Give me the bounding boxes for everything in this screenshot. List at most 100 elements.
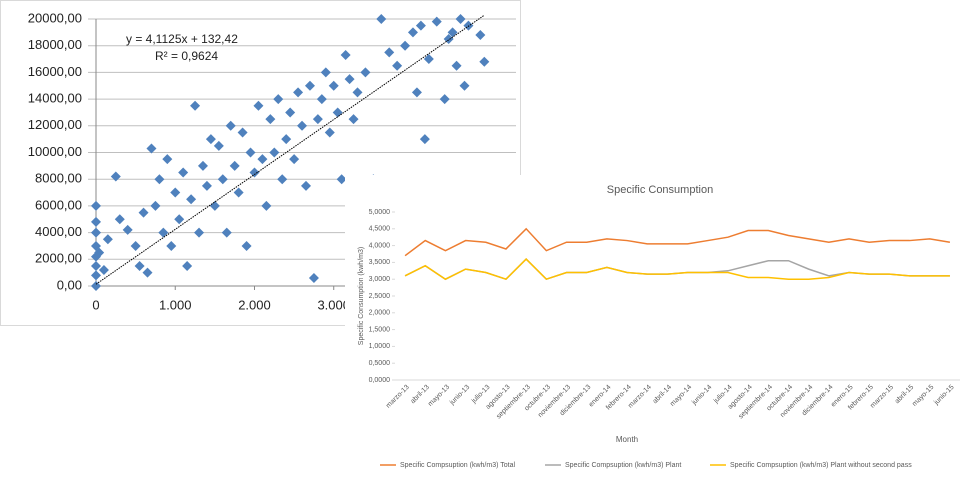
point — [308, 272, 319, 283]
point — [174, 214, 185, 225]
point — [154, 174, 165, 185]
point — [265, 114, 276, 125]
point — [423, 54, 434, 65]
point — [439, 94, 450, 105]
point — [415, 20, 426, 31]
y-tick-label: 0,00 — [57, 277, 82, 292]
point — [431, 16, 442, 27]
y-tick-label: 8000,00 — [35, 171, 82, 186]
point — [130, 240, 141, 251]
point — [91, 260, 101, 271]
point — [293, 87, 304, 98]
point — [352, 87, 363, 98]
point — [237, 127, 248, 138]
y-tick-label: 20000,00 — [28, 10, 82, 25]
x-tick-label: 1.000 — [159, 297, 192, 312]
point — [197, 160, 208, 171]
point — [411, 87, 422, 98]
point — [304, 80, 315, 91]
y-tick-label: 3,5000 — [369, 259, 391, 266]
point — [285, 107, 296, 118]
point — [269, 147, 280, 158]
y-tick-label: 2,5000 — [369, 293, 391, 300]
trend-equation: y = 4,1125x + 132,42 — [126, 32, 238, 46]
point — [407, 27, 418, 38]
point — [400, 40, 411, 51]
y-tick-label: 0,0000 — [369, 377, 391, 384]
point — [332, 107, 343, 118]
point — [320, 67, 331, 78]
point — [178, 167, 189, 178]
point — [186, 194, 197, 205]
point — [166, 240, 177, 251]
y-tick-label: 1,0000 — [369, 343, 391, 350]
chart-title: Specific Consumption — [607, 184, 713, 196]
point — [336, 174, 347, 185]
y-tick-label: 6000,00 — [35, 197, 82, 212]
point — [316, 94, 327, 105]
point — [253, 100, 264, 111]
y-tick-label: 0,5000 — [369, 360, 391, 367]
y-tick-label: 14000,00 — [28, 91, 82, 106]
point — [91, 227, 101, 238]
point — [205, 134, 216, 145]
point — [94, 247, 105, 258]
point — [209, 200, 220, 211]
y-tick-label: 4,0000 — [369, 242, 391, 249]
line-chart: Specific Consumption Month Specific Cons… — [345, 175, 972, 480]
point — [344, 74, 355, 85]
point — [114, 214, 125, 225]
y-tick-label: 18000,00 — [28, 37, 82, 52]
point — [225, 120, 236, 131]
point — [328, 80, 339, 91]
point — [91, 200, 101, 211]
point — [221, 227, 232, 238]
y-tick-label: 2000,00 — [35, 251, 82, 266]
point — [451, 60, 462, 71]
y-tick-label: 5,0000 — [369, 209, 391, 216]
point — [340, 50, 351, 61]
point — [281, 134, 292, 145]
point — [459, 80, 470, 91]
legend-label: Specific Compsuption (kwh/m3) Total — [400, 462, 515, 469]
point — [217, 174, 228, 185]
legend-label: Specific Compsuption (kwh/m3) Plant with… — [730, 462, 912, 469]
point — [257, 154, 268, 165]
trend-line — [95, 14, 485, 285]
point — [194, 227, 205, 238]
point — [419, 134, 430, 145]
legend-label: Specific Compsuption (kwh/m3) Plant — [565, 462, 681, 469]
point — [301, 180, 311, 191]
point — [138, 207, 149, 218]
point — [229, 160, 240, 171]
y-tick-label: 2,0000 — [369, 310, 391, 317]
y-tick-label: 3,0000 — [369, 276, 391, 283]
y-tick-label: 4,5000 — [369, 226, 391, 233]
point — [289, 154, 300, 165]
point — [376, 14, 387, 24]
point — [241, 240, 252, 251]
point — [122, 224, 133, 235]
point — [170, 187, 181, 198]
point — [91, 270, 101, 281]
point — [158, 227, 169, 238]
x-tick-label: 3.000 — [317, 297, 350, 312]
x-axis-label: Month — [616, 435, 638, 444]
y-tick-label: 10000,00 — [28, 144, 82, 159]
point — [110, 171, 121, 182]
point — [201, 180, 212, 191]
point — [273, 94, 284, 105]
point — [324, 127, 335, 138]
point — [392, 60, 403, 71]
point — [475, 30, 486, 41]
point — [91, 216, 101, 227]
point — [261, 200, 272, 211]
point — [447, 27, 458, 38]
point — [182, 260, 193, 271]
point — [190, 100, 201, 111]
point — [134, 260, 145, 271]
point — [102, 234, 113, 245]
point — [91, 281, 101, 291]
series-line — [404, 257, 950, 281]
